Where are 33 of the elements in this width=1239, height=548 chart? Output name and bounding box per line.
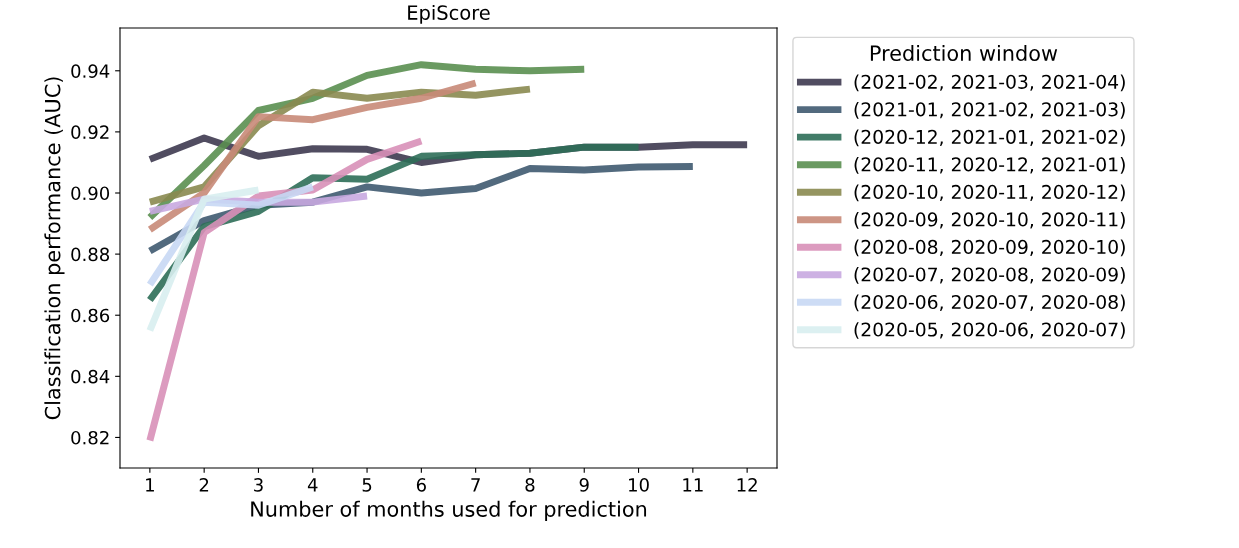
y-tick-label: 0.92 — [71, 125, 109, 140]
legend-label: (2020-08, 2020-09, 2020-10) — [854, 239, 1125, 257]
y-tick-label: 0.90 — [71, 186, 110, 201]
y-axis-title: Classification performance (AUC) — [44, 77, 65, 420]
legend-label: (2020-10, 2020-11, 2020-12) — [854, 184, 1125, 202]
legend-label: (2021-01, 2021-02, 2021-03) — [854, 101, 1125, 119]
legend-label: (2020-12, 2021-01, 2021-02) — [854, 129, 1125, 147]
y-tick-label: 0.82 — [71, 430, 109, 445]
legend-label: (2020-09, 2020-10, 2020-11) — [854, 212, 1125, 229]
x-tick-label: 8 — [525, 478, 535, 492]
y-tick-label: 0.84 — [71, 369, 110, 384]
legend-title: Prediction window — [870, 44, 1058, 61]
x-tick-label: 3 — [254, 478, 263, 492]
x-tick-label: 11 — [683, 478, 703, 492]
x-tick-label: 6 — [416, 478, 426, 492]
y-tick-label: 0.86 — [71, 308, 110, 323]
x-tick-label: 4 — [307, 478, 318, 492]
y-tick-label: 0.88 — [71, 247, 110, 262]
x-axis-title: Number of months used for prediction — [251, 500, 647, 521]
legend-label: (2020-05, 2020-06, 2020-07) — [854, 322, 1125, 339]
x-tick-label: 9 — [579, 478, 589, 492]
legend-label: (2020-07, 2020-08, 2020-09) — [854, 267, 1125, 284]
x-tick-label: 12 — [737, 478, 757, 492]
x-tick-label: 2 — [199, 478, 209, 492]
chart-title: EpiScore — [408, 4, 490, 24]
legend-label: (2021-02, 2021-03, 2021-04) — [854, 74, 1125, 92]
y-tick-label: 0.94 — [71, 64, 110, 78]
x-tick-label: 10 — [629, 478, 649, 492]
x-tick-label: 5 — [362, 478, 372, 492]
x-tick-label: 1 — [146, 478, 154, 492]
legend-label: (2020-11, 2020-12, 2021-01) — [854, 157, 1125, 174]
x-tick-label: 7 — [471, 478, 480, 492]
legend-label: (2020-06, 2020-07, 2020-08) — [854, 294, 1125, 312]
